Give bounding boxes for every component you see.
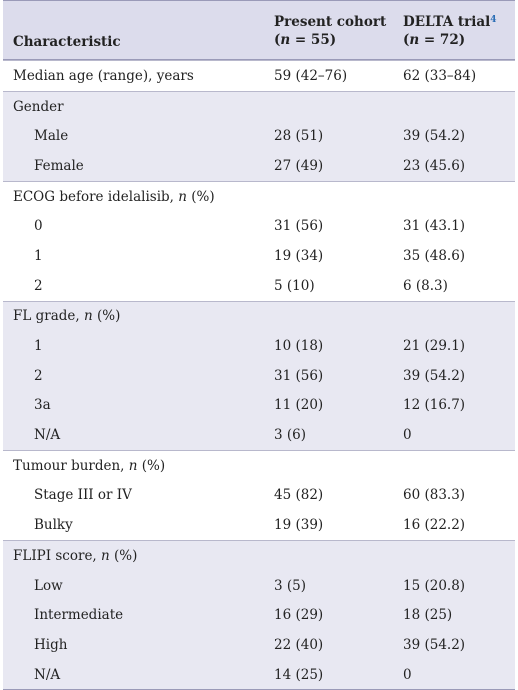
- table-row: Bulky 19 (39) 16 (22.2): [3, 510, 515, 540]
- group-label: FLIPI score, n (%): [13, 547, 138, 564]
- group-label: ECOG before idelalisib, n (%): [13, 188, 215, 205]
- delta-trial-value: 39 (54.2): [403, 367, 466, 384]
- present-cohort-value: 28 (51): [274, 128, 324, 145]
- row-label: N/A: [34, 427, 61, 444]
- row-label: Male: [34, 128, 69, 145]
- table-row: High 22 (40) 39 (54.2): [3, 630, 515, 660]
- present-cohort-value: 11 (20): [274, 397, 324, 414]
- row-label: Female: [34, 157, 84, 174]
- row-label: 2: [34, 277, 43, 294]
- delta-trial-value: 18 (25): [403, 607, 453, 624]
- present-cohort-value: 45 (82): [274, 487, 324, 504]
- group-row: Median age (range), years 59 (42–76) 62 (3…: [3, 60, 515, 91]
- delta-trial-value: 12 (16.7): [403, 397, 466, 414]
- characteristics-table: Characteristic Present cohort (n = 55) D…: [3, 0, 515, 690]
- delta-trial-value: 39 (54.2): [403, 128, 466, 145]
- present-cohort-value: 14 (25): [274, 666, 324, 683]
- table-row: Male 28 (51) 39 (54.2): [3, 121, 515, 152]
- group-label: FL grade, n (%): [13, 308, 121, 325]
- table-row: Intermediate 16 (29) 18 (25): [3, 600, 515, 631]
- group-label: Gender: [13, 98, 64, 115]
- present-cohort-value: 16 (29): [274, 607, 324, 624]
- row-label: High: [34, 636, 68, 653]
- header-present-n: (n = 55): [274, 32, 337, 48]
- row-label: Bulky: [34, 517, 73, 534]
- present-cohort-value: 31 (56): [274, 218, 324, 235]
- row-label: Intermediate: [34, 607, 124, 624]
- group-label: Median age (range), years: [13, 67, 194, 84]
- header-delta-n: (n = 72): [403, 32, 466, 48]
- present-cohort-value: 3 (6): [274, 427, 307, 444]
- table-row: N/A 3 (6) 0: [3, 420, 515, 450]
- table-body: Median age (range), years 59 (42–76) 62 (3…: [3, 60, 515, 690]
- table-row: N/A 14 (25) 0: [3, 659, 515, 690]
- group-row: ECOG before idelalisib, n (%): [3, 180, 515, 212]
- row-label: 3a: [34, 397, 51, 414]
- delta-trial-value: 0: [403, 427, 412, 444]
- table-row: Female 27 (49) 23 (45.6): [3, 151, 515, 181]
- header-characteristic: Characteristic: [13, 34, 121, 50]
- present-cohort-value: 22 (40): [274, 636, 324, 653]
- delta-trial-value: 60 (83.3): [403, 487, 466, 504]
- delta-trial-value: 62 (33–84): [403, 67, 477, 84]
- header-delta-trial: DELTA trial4 (n = 72): [403, 1, 515, 59]
- delta-trial-value: 23 (45.6): [403, 157, 466, 174]
- table-row: 1 10 (18) 21 (29.1): [3, 331, 515, 361]
- present-cohort-value: 5 (10): [274, 277, 315, 294]
- group-row: Gender: [3, 90, 515, 122]
- group-row: FL grade, n (%): [3, 300, 515, 332]
- delta-trial-value: 0: [403, 666, 412, 683]
- delta-trial-value: 15 (20.8): [403, 577, 466, 594]
- delta-trial-value: 31 (43.1): [403, 218, 466, 235]
- row-label: 0: [34, 218, 43, 235]
- delta-trial-value: 35 (48.6): [403, 247, 466, 264]
- group-row: Tumour burden, n (%): [3, 449, 515, 481]
- table-row: 0 31 (56) 31 (43.1): [3, 211, 515, 241]
- row-label: 1: [34, 338, 43, 355]
- header-delta-title: DELTA trial4: [403, 14, 497, 30]
- delta-trial-value: 39 (54.2): [403, 636, 466, 653]
- table-row: 2 31 (56) 39 (54.2): [3, 360, 515, 391]
- row-label: Stage III or IV: [34, 487, 132, 504]
- present-cohort-value: 59 (42–76): [274, 67, 348, 84]
- delta-trial-value: 21 (29.1): [403, 338, 466, 355]
- row-label: Low: [34, 577, 63, 594]
- row-label: 1: [34, 247, 43, 264]
- table-row: 3a 11 (20) 12 (16.7): [3, 390, 515, 421]
- table-row: 2 5 (10) 6 (8.3): [3, 271, 515, 301]
- delta-trial-value: 6 (8.3): [403, 277, 448, 294]
- header-present-title: Present cohort: [274, 14, 387, 30]
- present-cohort-value: 27 (49): [274, 157, 324, 174]
- present-cohort-value: 19 (34): [274, 247, 324, 264]
- row-label: 2: [34, 367, 43, 384]
- row-label: N/A: [34, 666, 61, 683]
- present-cohort-value: 31 (56): [274, 367, 324, 384]
- table-row: Stage III or IV 45 (82) 60 (83.3): [3, 481, 515, 511]
- group-label: Tumour burden, n (%): [13, 457, 166, 474]
- table-header: Characteristic Present cohort (n = 55) D…: [3, 0, 515, 60]
- table-row: 1 19 (34) 35 (48.6): [3, 241, 515, 271]
- table-row: Low 3 (5) 15 (20.8): [3, 570, 515, 601]
- reference-link[interactable]: 4: [490, 15, 497, 25]
- group-row: FLIPI score, n (%): [3, 540, 515, 571]
- header-present-cohort: Present cohort (n = 55): [274, 1, 403, 59]
- present-cohort-value: 3 (5): [274, 577, 307, 594]
- present-cohort-value: 10 (18): [274, 338, 324, 355]
- delta-trial-value: 16 (22.2): [403, 517, 466, 534]
- present-cohort-value: 19 (39): [274, 517, 324, 534]
